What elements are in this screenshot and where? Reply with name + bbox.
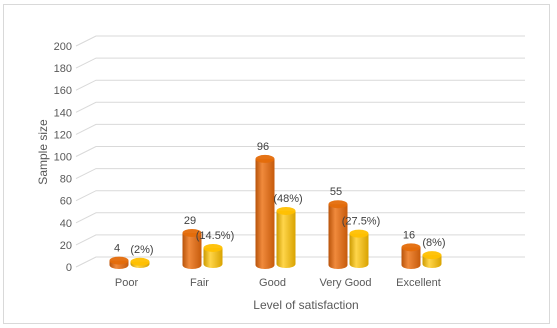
data-labels: 4 (2%) 29(14.5%) 96 (48%) 55 (27.5%) 16 (8%) bbox=[114, 141, 446, 256]
x-category-label: Good bbox=[259, 277, 286, 289]
y-axis-title: Sample size bbox=[36, 119, 50, 185]
data-label: (8%) bbox=[422, 237, 445, 249]
bar-cap bbox=[422, 251, 442, 260]
y-tick-label: 60 bbox=[60, 196, 72, 208]
data-label: (48%) bbox=[273, 193, 302, 205]
gridline bbox=[75, 168, 525, 180]
x-category-label: Poor bbox=[115, 277, 139, 289]
gridline bbox=[75, 234, 525, 246]
bar-cap bbox=[130, 257, 150, 266]
bar-count bbox=[255, 158, 275, 269]
x-category-label: Fair bbox=[190, 277, 209, 289]
bar-cap bbox=[182, 228, 202, 237]
bar-count bbox=[401, 247, 421, 269]
gridline bbox=[75, 57, 525, 69]
x-category-label: Excellent bbox=[396, 277, 441, 289]
bar-cap bbox=[109, 256, 129, 265]
bar-cap bbox=[276, 206, 296, 215]
y-tick-label: 40 bbox=[60, 218, 72, 230]
bar-percent bbox=[203, 247, 223, 268]
y-tick-label: 80 bbox=[60, 174, 72, 186]
y-tick-label: 180 bbox=[54, 63, 72, 75]
gridline bbox=[75, 123, 525, 135]
y-tick-label: 200 bbox=[54, 41, 72, 53]
chart-frame bbox=[3, 4, 550, 324]
bar-cap bbox=[203, 243, 223, 252]
bars bbox=[109, 154, 442, 269]
data-label: (14.5%) bbox=[196, 230, 235, 242]
x-category-label: Very Good bbox=[320, 277, 372, 289]
bar-cap bbox=[349, 229, 369, 238]
data-label: (2%) bbox=[130, 244, 153, 256]
gridline bbox=[75, 35, 525, 47]
bar-cap bbox=[328, 200, 348, 209]
bar-cap bbox=[401, 243, 421, 252]
y-tick-label: 0 bbox=[66, 262, 72, 274]
y-axis-ticks: 0 20 40 60 80 100 120 140 160 180 200 bbox=[54, 41, 72, 274]
bar-count bbox=[328, 204, 348, 269]
y-tick-label: 160 bbox=[54, 85, 72, 97]
data-label: 96 bbox=[257, 141, 269, 153]
data-label: (27.5%) bbox=[342, 216, 381, 228]
gridlines bbox=[75, 35, 525, 268]
x-axis-title: Level of satisfaction bbox=[253, 298, 358, 312]
bar-count bbox=[182, 232, 202, 269]
data-label: 4 bbox=[114, 243, 120, 255]
data-label: 16 bbox=[403, 229, 415, 241]
gridline bbox=[75, 190, 525, 202]
gridline bbox=[75, 256, 525, 268]
y-tick-label: 100 bbox=[54, 152, 72, 164]
data-label: 29 bbox=[184, 215, 196, 227]
bar-percent bbox=[276, 210, 296, 268]
gridline bbox=[75, 212, 525, 224]
gridline bbox=[75, 146, 525, 157]
y-tick-label: 140 bbox=[54, 107, 72, 119]
gridline bbox=[75, 101, 525, 113]
bar-percent bbox=[349, 233, 369, 268]
y-tick-label: 120 bbox=[54, 129, 72, 141]
x-axis-categories: Poor Fair Good Very Good Excellent bbox=[115, 277, 441, 289]
y-tick-label: 20 bbox=[60, 240, 72, 252]
bar-cap bbox=[255, 154, 275, 163]
gridline bbox=[75, 79, 525, 91]
data-label: 55 bbox=[330, 186, 342, 198]
